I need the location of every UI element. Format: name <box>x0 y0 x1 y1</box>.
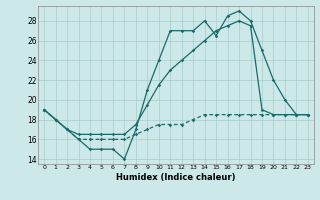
X-axis label: Humidex (Indice chaleur): Humidex (Indice chaleur) <box>116 173 236 182</box>
